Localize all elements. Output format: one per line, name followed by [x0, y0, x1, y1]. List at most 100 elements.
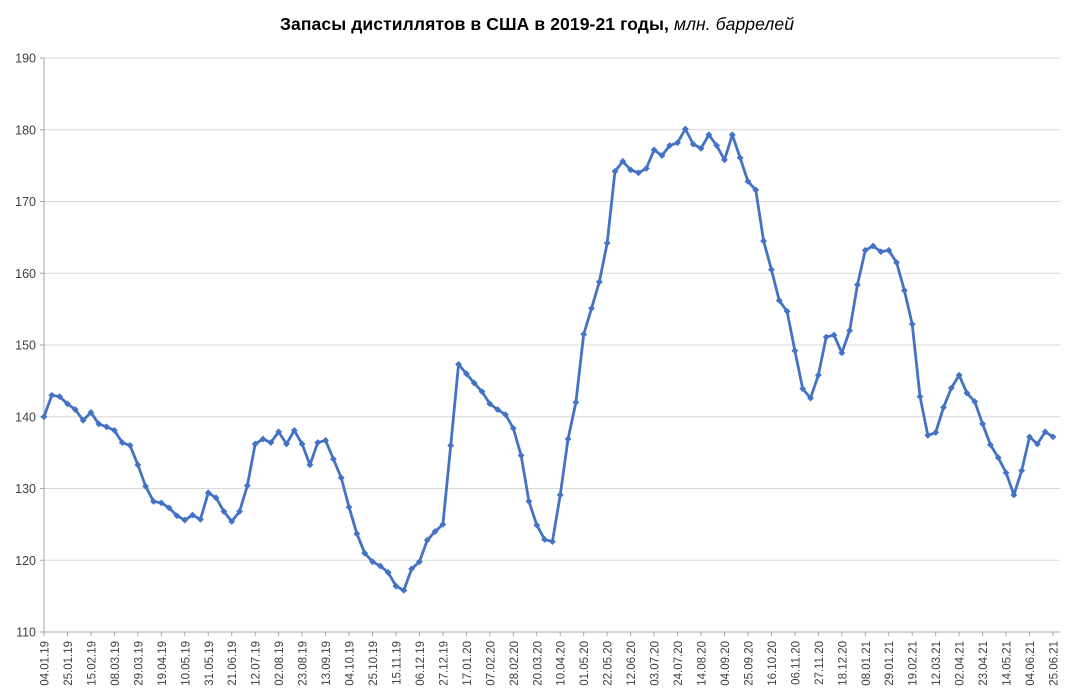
data-point-marker — [619, 157, 627, 165]
data-point-marker — [283, 440, 290, 448]
y-axis-labels: 110 120 130 140 150 160 170 180 190 — [15, 52, 36, 640]
data-point-marker — [189, 511, 197, 519]
data-point-marker — [861, 246, 869, 254]
x-tick-label: 14.05.21 — [1002, 641, 1014, 686]
data-point-marker — [994, 454, 1002, 462]
x-tick-label: 12.03.21 — [931, 641, 943, 686]
x-tick-label: 14.08.20 — [697, 641, 709, 686]
y-tick-label: 180 — [15, 123, 36, 137]
x-tick-label: 23.04.21 — [978, 641, 990, 686]
chart-title: Запасы дистиллятов в США в 2019-21 годы,… — [0, 14, 1074, 35]
data-point-marker — [470, 379, 478, 387]
data-point-marker — [713, 142, 721, 149]
data-point-marker — [760, 237, 767, 245]
data-point-marker — [110, 426, 118, 434]
data-point-marker — [322, 437, 329, 444]
data-point-marker — [64, 400, 71, 408]
data-point-marker — [79, 416, 87, 424]
data-point-marker — [71, 406, 79, 413]
data-point-marker — [525, 498, 533, 505]
data-point-marker — [204, 489, 212, 497]
data-point-marker — [541, 536, 548, 543]
data-point-marker — [384, 569, 392, 576]
x-tick-label: 25.01.19 — [63, 641, 75, 686]
data-point-marker — [314, 439, 322, 446]
y-tick-label: 160 — [15, 267, 36, 281]
data-point-marker — [103, 423, 110, 431]
data-point-marker — [666, 142, 674, 149]
data-point-marker — [369, 558, 376, 566]
x-tick-label: 29.01.21 — [884, 641, 896, 686]
data-point-marker — [564, 435, 572, 443]
data-point-marker — [963, 389, 971, 397]
data-point-marker — [337, 474, 345, 482]
data-point-marker — [955, 371, 963, 379]
data-point-marker — [893, 259, 900, 266]
data-point-marker — [345, 503, 353, 511]
y-tick-label: 120 — [15, 554, 36, 568]
data-point-marker — [1018, 467, 1026, 474]
x-tick-label: 21.06.19 — [227, 641, 239, 686]
data-point-marker — [681, 125, 689, 133]
data-point-marker — [1041, 428, 1049, 436]
data-point-marker — [721, 156, 728, 164]
data-point-marker — [486, 400, 494, 408]
data-point-marker — [416, 558, 423, 566]
data-point-marker — [549, 538, 556, 545]
chart-title-main: Запасы дистиллятов в США в 2019-21 годы, — [279, 14, 670, 34]
x-tick-label: 10.04.20 — [556, 641, 568, 686]
data-point-marker — [494, 406, 502, 413]
data-point-marker — [400, 586, 408, 594]
x-tick-label: 28.02.20 — [509, 641, 521, 686]
axes — [40, 57, 1060, 636]
data-point-marker — [95, 420, 103, 428]
data-point-marker — [791, 347, 799, 355]
data-point-marker — [376, 562, 384, 570]
data-point-marker — [517, 452, 525, 459]
y-tick-label: 140 — [15, 410, 36, 424]
data-point-marker — [783, 307, 791, 315]
series-markers — [40, 125, 1057, 594]
data-point-marker — [353, 530, 361, 538]
data-point-marker — [674, 139, 681, 147]
x-tick-label: 12.07.19 — [251, 641, 263, 686]
data-point-marker — [478, 388, 486, 396]
x-tick-label: 04.10.19 — [345, 641, 357, 686]
data-point-marker — [462, 370, 470, 378]
data-point-marker — [940, 404, 947, 411]
data-point-marker — [306, 461, 314, 469]
x-tick-label: 04.06.21 — [1025, 641, 1037, 686]
x-tick-label: 08.03.19 — [110, 641, 122, 686]
data-point-marker — [556, 491, 564, 499]
x-tick-label: 06.11.20 — [790, 641, 802, 685]
data-point-marker — [1010, 491, 1018, 499]
x-tick-label: 22.05.20 — [603, 641, 615, 686]
data-point-marker — [971, 398, 979, 406]
x-tick-label: 02.08.19 — [274, 641, 286, 686]
data-point-marker — [134, 461, 142, 469]
data-point-marker — [689, 140, 697, 148]
data-point-marker — [56, 393, 64, 401]
data-point-marker — [595, 278, 603, 286]
y-tick-label: 150 — [15, 339, 36, 353]
chart-title-units: млн. баррелей — [669, 14, 795, 34]
data-point-marker — [642, 165, 650, 172]
x-tick-label: 16.10.20 — [767, 641, 779, 686]
data-point-marker — [932, 429, 940, 436]
data-point-marker — [814, 371, 822, 379]
data-point-marker — [580, 330, 588, 338]
data-point-marker — [799, 385, 807, 393]
x-tick-label: 19.04.19 — [157, 641, 169, 686]
data-point-marker — [259, 435, 267, 443]
x-tick-label: 27.12.19 — [438, 641, 450, 686]
data-point-marker — [838, 349, 846, 357]
data-point-marker — [744, 178, 752, 185]
x-tick-label: 25.09.20 — [743, 641, 755, 686]
data-point-marker — [908, 320, 916, 328]
x-tick-label: 29.03.19 — [133, 641, 145, 686]
data-point-marker — [768, 266, 775, 274]
data-point-marker — [212, 494, 220, 502]
data-point-marker — [361, 549, 369, 557]
